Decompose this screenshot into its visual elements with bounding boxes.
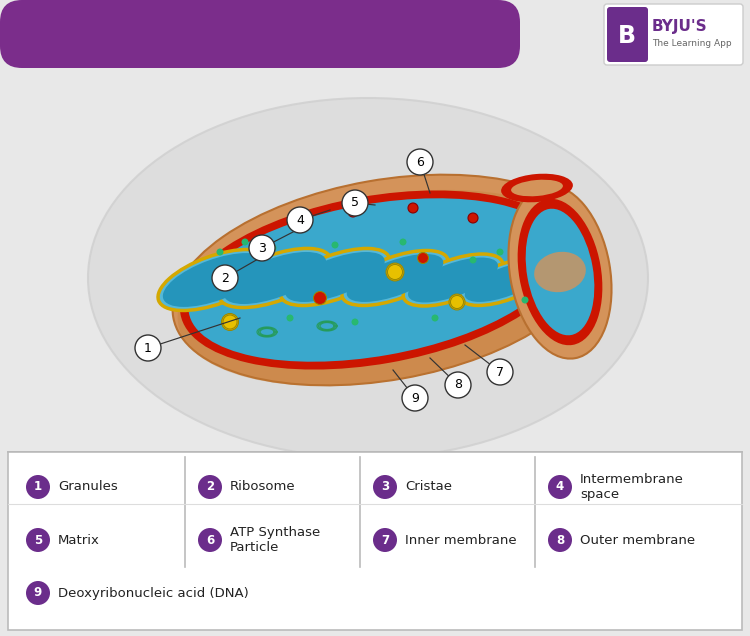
Ellipse shape: [180, 190, 570, 370]
Circle shape: [217, 249, 223, 256]
Text: Ribosome: Ribosome: [230, 481, 296, 494]
Circle shape: [402, 385, 428, 411]
Circle shape: [408, 203, 418, 213]
Ellipse shape: [163, 253, 267, 307]
Ellipse shape: [526, 209, 594, 335]
Circle shape: [373, 475, 397, 499]
Circle shape: [242, 238, 248, 245]
Text: Deoxyribonucleic acid (DNA): Deoxyribonucleic acid (DNA): [58, 586, 249, 600]
Circle shape: [26, 475, 50, 499]
Circle shape: [135, 335, 161, 361]
Circle shape: [223, 315, 237, 329]
Circle shape: [449, 294, 465, 310]
Circle shape: [451, 296, 464, 308]
Ellipse shape: [534, 252, 586, 292]
Text: Intermembrane
space: Intermembrane space: [580, 473, 684, 501]
Text: 4: 4: [556, 481, 564, 494]
Circle shape: [287, 207, 313, 233]
Ellipse shape: [408, 258, 498, 303]
Text: Cristae: Cristae: [405, 481, 452, 494]
Circle shape: [26, 581, 50, 605]
Circle shape: [314, 291, 326, 305]
Text: 9: 9: [411, 392, 419, 404]
Circle shape: [521, 296, 529, 303]
Ellipse shape: [224, 252, 326, 304]
Ellipse shape: [346, 254, 443, 302]
Circle shape: [470, 256, 476, 263]
Ellipse shape: [158, 249, 272, 310]
Circle shape: [198, 475, 222, 499]
Text: The Learning App: The Learning App: [652, 39, 731, 48]
Text: BYJU'S: BYJU'S: [652, 20, 708, 34]
Text: Granules: Granules: [58, 481, 118, 494]
Text: MITOCHONDRIA: MITOCHONDRIA: [20, 20, 429, 64]
Circle shape: [249, 235, 275, 261]
Circle shape: [348, 207, 358, 217]
Circle shape: [342, 190, 368, 216]
Ellipse shape: [509, 185, 611, 359]
Ellipse shape: [178, 190, 592, 386]
Text: 1: 1: [34, 481, 42, 494]
Circle shape: [26, 528, 50, 552]
Circle shape: [221, 314, 238, 331]
Ellipse shape: [172, 175, 598, 385]
Circle shape: [269, 244, 277, 251]
Text: 5: 5: [34, 534, 42, 546]
FancyBboxPatch shape: [0, 0, 520, 68]
Text: 4: 4: [296, 214, 304, 226]
Text: 1: 1: [144, 342, 152, 354]
Ellipse shape: [511, 180, 563, 197]
Text: 3: 3: [381, 481, 389, 494]
Ellipse shape: [88, 98, 648, 458]
Ellipse shape: [285, 252, 385, 302]
Circle shape: [386, 263, 404, 281]
Ellipse shape: [219, 249, 331, 308]
FancyBboxPatch shape: [8, 452, 742, 630]
Text: 5: 5: [351, 197, 359, 209]
FancyBboxPatch shape: [607, 7, 648, 62]
Circle shape: [487, 359, 513, 385]
Text: Outer membrane: Outer membrane: [580, 534, 695, 546]
Circle shape: [212, 265, 238, 291]
Text: 6: 6: [416, 155, 424, 169]
Text: 2: 2: [206, 481, 214, 494]
Circle shape: [418, 252, 428, 263]
Ellipse shape: [501, 174, 573, 202]
Circle shape: [548, 528, 572, 552]
Text: Inner membrane: Inner membrane: [405, 534, 517, 546]
Text: 3: 3: [258, 242, 266, 254]
Text: 8: 8: [454, 378, 462, 392]
FancyBboxPatch shape: [604, 4, 743, 65]
Circle shape: [286, 314, 293, 322]
Text: 9: 9: [34, 586, 42, 600]
Circle shape: [400, 238, 406, 245]
Circle shape: [352, 319, 358, 326]
Text: 7: 7: [496, 366, 504, 378]
Text: 7: 7: [381, 534, 389, 546]
Ellipse shape: [460, 259, 550, 305]
Text: 2: 2: [221, 272, 229, 284]
Circle shape: [468, 213, 478, 223]
Ellipse shape: [188, 198, 562, 362]
Ellipse shape: [404, 254, 502, 306]
Circle shape: [431, 314, 439, 322]
Circle shape: [332, 242, 338, 249]
Ellipse shape: [518, 199, 602, 345]
Text: ATP Synthase
Particle: ATP Synthase Particle: [230, 526, 320, 554]
Circle shape: [198, 528, 222, 552]
Text: 8: 8: [556, 534, 564, 546]
Circle shape: [445, 372, 471, 398]
Ellipse shape: [280, 249, 389, 305]
Circle shape: [388, 265, 403, 279]
Circle shape: [373, 528, 397, 552]
Text: 6: 6: [206, 534, 214, 546]
Text: B: B: [618, 24, 636, 48]
Text: Matrix: Matrix: [58, 534, 100, 546]
Ellipse shape: [465, 262, 545, 302]
Circle shape: [496, 249, 503, 256]
Circle shape: [548, 475, 572, 499]
Ellipse shape: [342, 251, 448, 305]
Circle shape: [407, 149, 433, 175]
